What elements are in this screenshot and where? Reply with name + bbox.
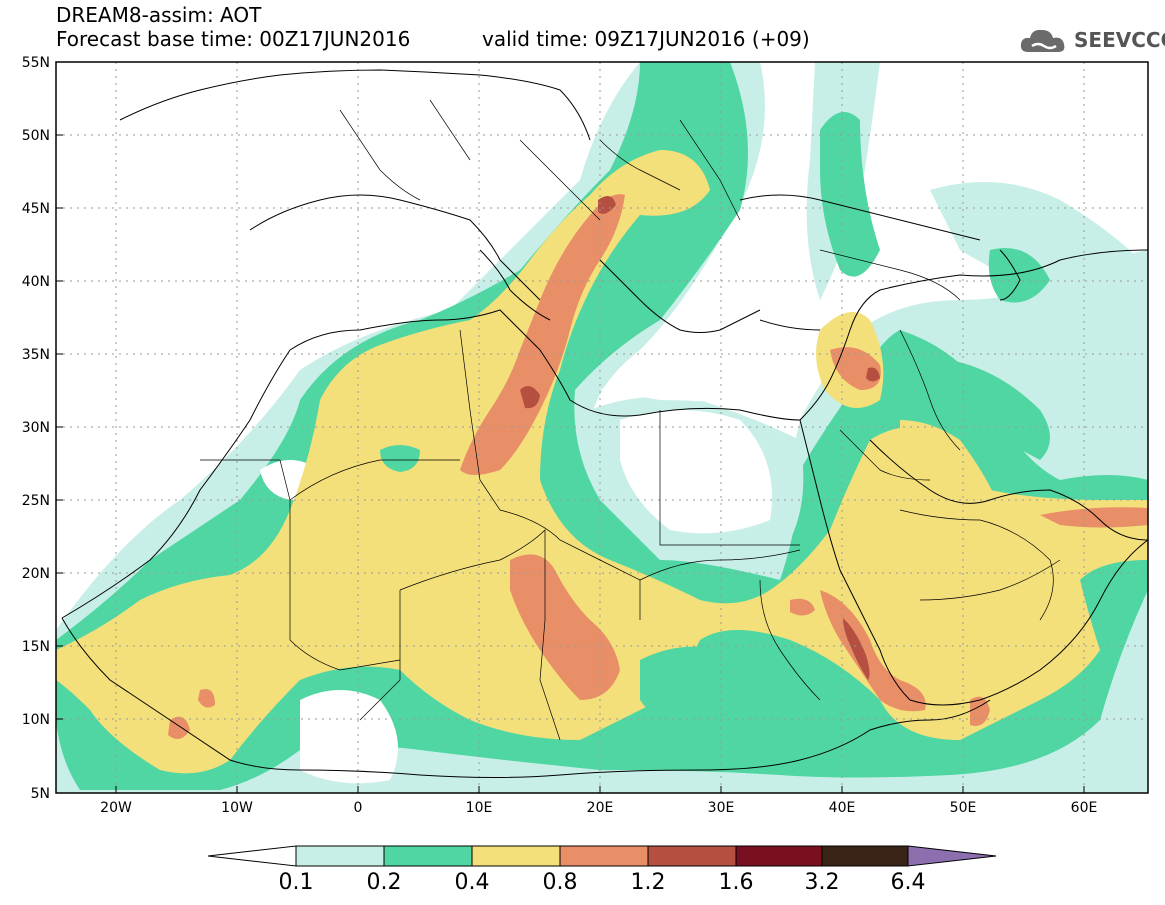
seevccc-logo: SEEVCCC: [1018, 24, 1165, 58]
lon-label: 10E: [466, 800, 493, 816]
lat-label: 45N: [22, 201, 50, 217]
coastlines: [61, 69, 1148, 778]
colorbar-label: 6.4: [890, 870, 926, 895]
aot-field: [56, 62, 1148, 793]
colorbar-swatch: [821, 845, 909, 867]
colorbar-label: 1.6: [718, 870, 754, 895]
lat-label: 5N: [31, 786, 50, 802]
colorbar-swatch: [559, 845, 649, 867]
lon-label: 60E: [1071, 800, 1098, 816]
lat-label: 55N: [22, 55, 50, 71]
colorbar-label: 3.2: [804, 870, 840, 895]
aot-band-1.2: [520, 196, 880, 680]
lon-label: 50E: [950, 800, 977, 816]
forecast-base-time: Forecast base time: 00Z17JUN2016: [56, 27, 411, 51]
colorbar-swatch: [383, 845, 473, 867]
lon-label: 40E: [829, 800, 856, 816]
colorbar-swatch: [471, 845, 561, 867]
colorbar-label: 0.1: [278, 870, 314, 895]
graticule: [56, 62, 1148, 793]
lat-label: 35N: [22, 347, 50, 363]
logo-text: SEEVCCC: [1074, 28, 1165, 52]
map-title: DREAM8-assim: AOT: [56, 3, 262, 27]
lat-label: 40N: [22, 274, 50, 290]
lon-labels: 20W 10W 0 10E 20E 30E 40E 50E 60E: [100, 800, 1097, 816]
lon-label: 20E: [587, 800, 614, 816]
colorbar-label: 0.8: [542, 870, 578, 895]
colorbar-swatch: [735, 845, 823, 867]
colorbar-label: 1.2: [630, 870, 666, 895]
colorbar-low-arrow: [207, 845, 297, 867]
lon-label: 20W: [100, 800, 132, 816]
valid-time: valid time: 09Z17JUN2016 (+09): [482, 27, 810, 51]
lat-label: 20N: [22, 566, 50, 582]
colorbar-swatch: [647, 845, 737, 867]
colorbar-label: 0.2: [366, 870, 402, 895]
colorbar-label: 0.4: [454, 870, 490, 895]
lat-labels: 55N 50N 45N 40N 35N 30N 25N 20N 15N 10N …: [22, 55, 50, 802]
cloud-icon: [1020, 29, 1065, 52]
lon-label: 10W: [221, 800, 253, 816]
colorbar: [207, 845, 997, 867]
lat-label: 30N: [22, 420, 50, 436]
colorbar-high-arrow: [907, 845, 997, 867]
lon-label: 30E: [708, 800, 735, 816]
lon-label: 0: [354, 800, 363, 816]
colorbar-swatch: [295, 845, 385, 867]
aot-yellow-gaps: [380, 445, 723, 723]
country-borders: [200, 99, 1061, 741]
lat-label: 50N: [22, 128, 50, 144]
lat-label: 10N: [22, 712, 50, 728]
aot-clear-regions: [260, 336, 820, 784]
axis-ticks: [56, 134, 1085, 793]
lat-label: 15N: [22, 639, 50, 655]
lat-label: 25N: [22, 493, 50, 509]
